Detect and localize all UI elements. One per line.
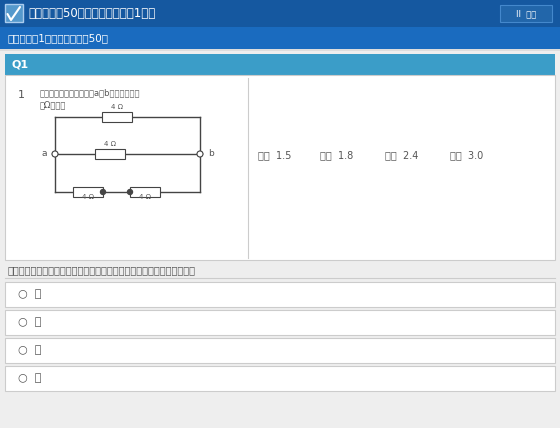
Circle shape: [52, 151, 58, 157]
Bar: [500, 5, 552, 22]
Circle shape: [100, 190, 105, 194]
Text: 4 Ω: 4 Ω: [82, 194, 94, 200]
Text: ロ．  1.8: ロ． 1.8: [320, 150, 353, 160]
Bar: [0, 27, 560, 49]
Text: 受講回数：1回目　出題数：50問: 受講回数：1回目 出題数：50問: [8, 33, 109, 43]
Bar: [5, 366, 555, 391]
Bar: [5, 282, 555, 307]
Bar: [130, 187, 160, 197]
Text: イ．  1.5: イ． 1.5: [258, 150, 291, 160]
Text: 図のような回路で，端子a－b間の合成抗抗: 図のような回路で，端子a－b間の合成抗抗: [40, 88, 141, 97]
Text: a: a: [41, 149, 47, 158]
Circle shape: [128, 190, 133, 194]
Bar: [0, 0, 560, 27]
Text: 1: 1: [18, 90, 25, 100]
Text: ○  ニ: ○ ニ: [18, 374, 41, 383]
Bar: [73, 187, 103, 197]
Bar: [5, 75, 555, 260]
Bar: [0, 51, 560, 428]
Text: ○  ハ: ○ ハ: [18, 345, 41, 356]
Text: ニ．  3.0: ニ． 3.0: [450, 150, 483, 160]
Bar: [5, 4, 23, 22]
Text: 4 Ω: 4 Ω: [104, 141, 116, 147]
Bar: [95, 149, 125, 159]
Circle shape: [53, 152, 58, 157]
Bar: [5, 54, 555, 75]
Text: 4 Ω: 4 Ω: [111, 104, 123, 110]
Text: 【Ω】は。: 【Ω】は。: [40, 100, 67, 109]
Text: 攻略編（全50問）　チャレンジ1回目: 攻略編（全50問） チャレンジ1回目: [28, 6, 155, 20]
Bar: [102, 112, 132, 122]
Text: ○  ロ: ○ ロ: [18, 318, 41, 327]
Text: Q1: Q1: [11, 59, 28, 69]
Bar: [5, 310, 555, 335]
Circle shape: [198, 152, 203, 157]
Text: II  保存: II 保存: [516, 9, 536, 18]
Bar: [5, 4, 23, 22]
Circle shape: [197, 151, 203, 157]
Bar: [5, 338, 555, 363]
Text: 以下の選択肢から正解を選んでラジオボタンにチェックしてください。: 以下の選択肢から正解を選んでラジオボタンにチェックしてください。: [8, 265, 196, 275]
Text: ○  イ: ○ イ: [18, 289, 41, 300]
Text: ハ．  2.4: ハ． 2.4: [385, 150, 418, 160]
Text: b: b: [208, 149, 214, 158]
Bar: [0, 395, 560, 428]
Bar: [500, 5, 552, 22]
Text: 4 Ω: 4 Ω: [139, 194, 151, 200]
Bar: [0, 49, 560, 51]
